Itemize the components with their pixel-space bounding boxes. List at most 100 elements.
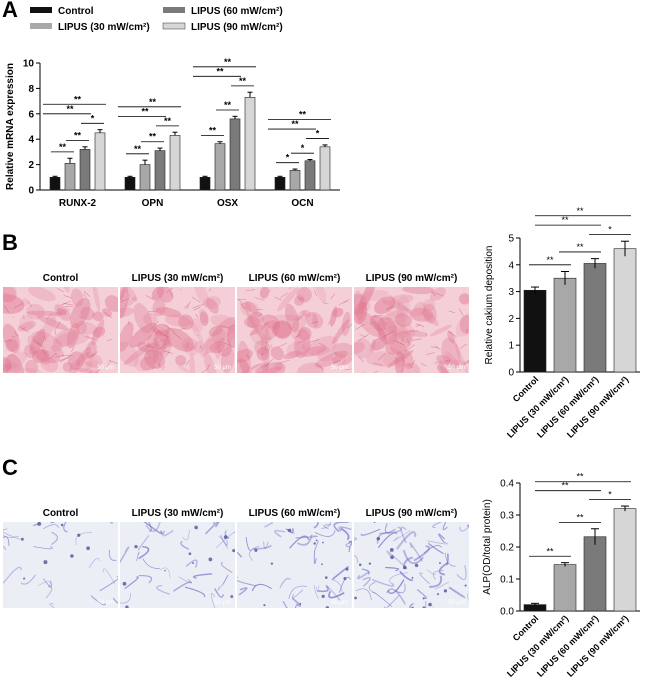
stain-blot <box>302 341 312 352</box>
y-tick-label: 0.0 <box>500 607 514 618</box>
bar <box>199 177 211 191</box>
x-tick-label: LIPUS (90 mW/cm²) <box>565 374 630 439</box>
stain-fiber <box>3 339 12 342</box>
stain-blot <box>331 319 350 344</box>
stain-blot <box>203 351 218 373</box>
stain-fiber <box>217 349 224 354</box>
stain-fiber <box>18 325 29 333</box>
stain-fiber <box>63 302 74 306</box>
stain-blot <box>85 358 100 373</box>
bar <box>553 277 577 373</box>
y-tick-label: 1 <box>508 341 514 352</box>
stain-blot <box>409 307 434 322</box>
stain-fiber <box>405 344 415 352</box>
stain-strand <box>429 575 443 588</box>
stain-fiber <box>385 322 388 326</box>
stain-strand <box>248 545 260 561</box>
y-axis-label: ALP(OD/total protein) <box>482 499 493 595</box>
stain-blot <box>290 310 307 340</box>
stain-fiber <box>407 339 411 346</box>
stain-fiber <box>162 350 174 354</box>
stain-blot <box>271 320 292 338</box>
stain-blot <box>249 366 283 373</box>
stain-strand <box>432 570 444 580</box>
stain-strand <box>387 579 405 594</box>
stain-fiber <box>309 339 320 343</box>
stain-blot <box>283 350 302 360</box>
stain-blot <box>400 362 421 373</box>
stain-blot <box>373 296 396 314</box>
stain-blot <box>441 337 461 369</box>
stain-blot <box>273 361 284 370</box>
stain-blot <box>153 323 170 337</box>
stain-fiber <box>333 360 341 364</box>
stain-strand <box>400 526 407 544</box>
significance-label: * <box>286 153 290 163</box>
stain-strand <box>314 530 336 537</box>
stain-fiber <box>266 358 274 366</box>
stain-fiber <box>90 351 98 358</box>
stain-blot <box>237 340 251 373</box>
stain-strand <box>204 522 220 535</box>
stain-blot <box>120 341 140 367</box>
y-tick-label: 10 <box>23 59 35 70</box>
stain-nucleus <box>403 565 407 570</box>
stain-blot <box>296 362 325 373</box>
stain-strand <box>394 583 406 594</box>
significance-label: * <box>608 225 612 235</box>
stain-background <box>120 287 235 373</box>
stain-blot <box>355 309 382 337</box>
significance-label: ** <box>216 66 224 76</box>
stain-blot <box>178 314 194 330</box>
significance-label: ** <box>164 116 172 126</box>
stain-nucleus <box>20 537 24 541</box>
panel-letter-c: C <box>2 455 18 480</box>
stain-blot <box>240 363 264 373</box>
stain-blot <box>3 293 25 314</box>
stain-strand <box>438 561 449 576</box>
stain-blot <box>24 344 36 358</box>
stain-nucleus <box>322 541 324 544</box>
stain-strand <box>90 595 107 606</box>
stain-blot <box>305 311 324 329</box>
stain-blot <box>370 314 386 332</box>
stain-fiber <box>311 321 319 324</box>
stain-fiber <box>158 331 169 338</box>
stain-fiber <box>331 357 334 362</box>
stain-blot <box>70 297 91 329</box>
stain-fiber <box>172 332 182 340</box>
stain-blot <box>256 347 270 361</box>
legend-label: Control <box>58 6 94 17</box>
stain-blot <box>181 337 198 352</box>
stain-blot <box>270 346 285 361</box>
significance-label: ** <box>576 206 584 216</box>
scale-bar-label: 50 μm <box>448 365 465 371</box>
stain-strand <box>321 522 331 529</box>
x-tick-label: OCN <box>291 198 313 209</box>
legend-swatch <box>162 22 186 30</box>
stain-blot <box>189 352 196 373</box>
stain-strand <box>361 568 370 575</box>
stain-fiber <box>95 369 101 373</box>
stain-strand <box>162 529 174 537</box>
stain-strand <box>291 589 304 599</box>
stain-strand <box>219 534 228 546</box>
stain-strand <box>217 584 223 591</box>
stain-strand <box>88 558 100 569</box>
stain-fiber <box>297 314 304 321</box>
bar <box>94 132 106 191</box>
y-tick-label: 6 <box>28 109 34 120</box>
stain-blot <box>436 354 451 364</box>
stain-background <box>120 522 235 608</box>
stain-fiber <box>369 321 374 326</box>
stain-fiber <box>87 354 94 358</box>
stain-blot <box>397 324 416 343</box>
stain-fiber <box>207 363 211 369</box>
panel-letter-b: B <box>2 230 18 255</box>
stain-fiber <box>163 351 171 358</box>
stain-strand <box>145 522 161 532</box>
stain-fiber <box>88 371 93 373</box>
stain-fiber <box>146 345 157 349</box>
stain-fiber <box>279 359 290 364</box>
stain-fiber <box>383 331 395 337</box>
